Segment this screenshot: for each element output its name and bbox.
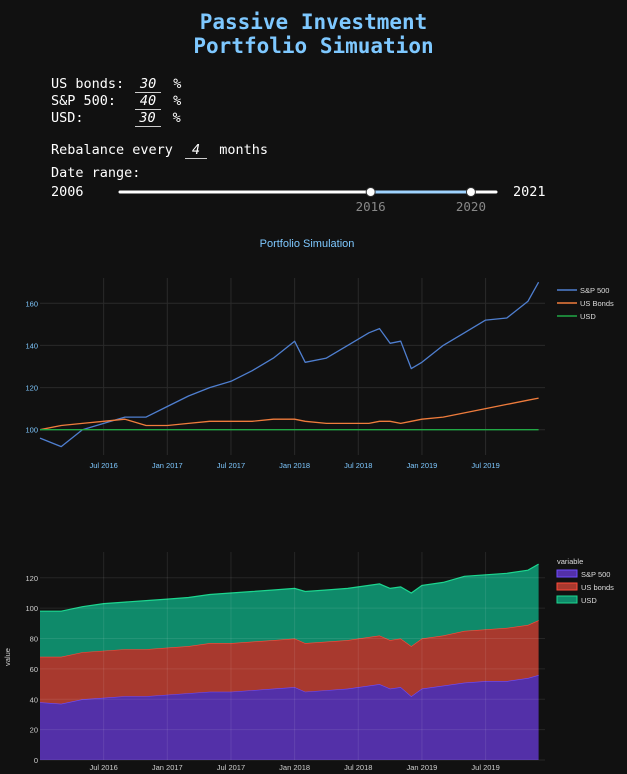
area-series-1[interactable] [40, 620, 539, 704]
line-y-tick-label: 160 [25, 299, 38, 308]
percent-unit: % [172, 110, 181, 126]
line-x-tick-label: Jan 2018 [279, 461, 310, 470]
line-x-tick-label: Jul 2017 [217, 461, 245, 470]
title-line-2: Portfolio Simuation [193, 34, 434, 58]
area-y-tick-label: 40 [30, 695, 38, 704]
rebalance-months-input[interactable]: 4 [185, 143, 208, 159]
line-legend-label[interactable]: US Bonds [580, 299, 614, 308]
rebalance-suffix: months [219, 142, 268, 158]
usd-percent-input[interactable]: 30 [134, 111, 161, 127]
area-legend-title: variable [557, 557, 583, 566]
slider-start-handle[interactable] [365, 187, 376, 197]
line-x-tick-label: Jan 2017 [152, 461, 183, 470]
allocation-label: US bonds: [51, 76, 125, 92]
area-x-tick-label: Jul 2016 [89, 763, 117, 772]
page-title: Passive Investment Portfolio Simuation [0, 10, 627, 58]
area-legend-label[interactable]: USD [581, 596, 597, 605]
date-range-label: Date range: [51, 165, 141, 181]
date-range-slider[interactable]: 2006 2021 2016 2020 [0, 176, 627, 216]
area-x-tick-label: Jul 2018 [344, 763, 372, 772]
area-y-tick-label: 120 [25, 574, 38, 583]
rebalance-prefix: Rebalance every [51, 142, 173, 158]
percent-unit: % [173, 93, 182, 109]
allocation-row-bonds: US bonds: 30 % [51, 76, 181, 93]
slider-end-handle[interactable] [465, 187, 476, 197]
area-legend-swatch [556, 582, 578, 591]
area-chart[interactable]: S&P 500 US bonds USD 0 20 40 60 80 100 120 Jul 201… [25, 552, 614, 772]
line-series-1[interactable] [39, 397, 539, 431]
sp500-percent-input[interactable]: 40 [135, 94, 162, 110]
line-y-tick-label: 100 [25, 426, 38, 435]
area-x-tick-label: Jul 2017 [217, 763, 245, 772]
line-chart-title: Portfolio Simulation [260, 238, 355, 250]
allocation-row-usd: USD: 30 % [51, 110, 181, 127]
line-legend-label[interactable]: S&P 500 [580, 286, 609, 295]
title-line-1: Passive Investment [199, 10, 428, 34]
area-y-tick-label: 100 [25, 604, 38, 613]
allocation-label: USD: [51, 110, 84, 126]
line-y-tick-label: 140 [25, 341, 38, 350]
area-y-tick-label: 0 [34, 756, 38, 765]
allocation-label: S&P 500: [51, 93, 117, 109]
area-x-tick-label: Jan 2018 [279, 763, 310, 772]
area-series-0[interactable] [40, 675, 539, 760]
percent-unit: % [173, 76, 182, 92]
line-series-0[interactable] [39, 281, 540, 448]
line-x-tick-label: Jul 2018 [344, 461, 372, 470]
area-y-axis-label: value [3, 648, 12, 666]
charts-area: Portfolio Simulation 100 120 140 160 Jul 201… [3, 238, 614, 772]
line-legend-label[interactable]: USD [580, 312, 596, 321]
area-x-tick-label: Jul 2019 [471, 763, 499, 772]
rebalance-row: Rebalance every 4 months [51, 142, 268, 159]
line-plot-background [40, 278, 545, 455]
area-legend-label[interactable]: S&P 500 [581, 570, 610, 579]
line-x-tick-label: Jul 2016 [89, 461, 117, 470]
slider-start-label: 2016 [356, 199, 386, 214]
range-min-label: 2006 [51, 184, 84, 200]
area-legend-swatch [556, 595, 578, 604]
area-x-tick-label: Jan 2017 [152, 763, 183, 772]
line-x-tick-label: Jan 2019 [406, 461, 437, 470]
area-series-2[interactable] [40, 564, 539, 657]
area-legend-swatch [556, 569, 578, 578]
range-max-label: 2021 [513, 184, 546, 200]
line-x-tick-label: Jul 2019 [471, 461, 499, 470]
area-legend-label[interactable]: US bonds [581, 583, 614, 592]
area-series-edge-2 [40, 563, 539, 612]
area-x-tick-label: Jan 2019 [406, 763, 437, 772]
line-chart[interactable]: 100 120 140 160 Jul 2016 Jan 2017 Jul 2017 Jan … [25, 278, 614, 470]
bonds-percent-input[interactable]: 30 [135, 77, 162, 93]
slider-end-label: 2020 [456, 199, 486, 214]
line-y-tick-label: 120 [25, 384, 38, 393]
area-y-tick-label: 60 [30, 665, 38, 674]
allocation-row-sp500: S&P 500: 40 % [51, 93, 181, 110]
area-y-tick-label: 20 [30, 726, 38, 735]
area-y-tick-label: 80 [30, 635, 38, 644]
